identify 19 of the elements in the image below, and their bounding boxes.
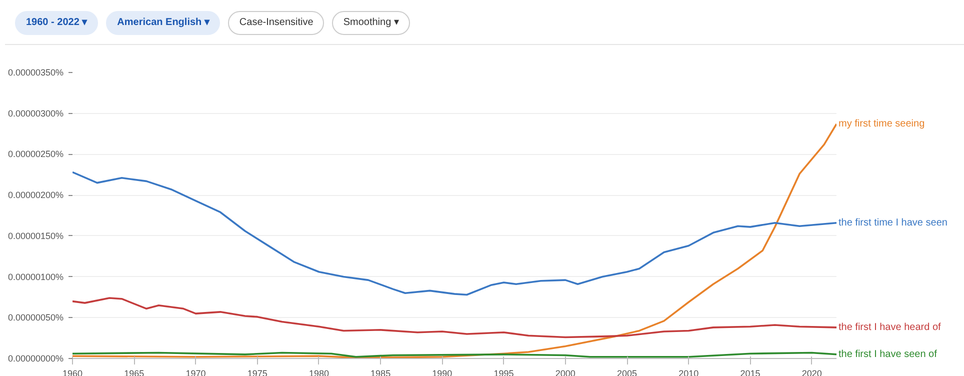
text: Case-Insensitive (228, 11, 324, 36)
series-label: the first I have heard of (838, 322, 941, 333)
y-tick-label: 0.00000100% (8, 272, 64, 282)
text: 1960 - 2022 ▾ (15, 11, 98, 36)
series-label: the first I have seen of (838, 348, 938, 360)
series-label: the first time I have seen (838, 217, 948, 228)
line-series (72, 171, 836, 296)
y-tick-label: 0.00000300% (8, 108, 64, 118)
line-series (72, 297, 836, 338)
y-tick-label: 0.00000350% (8, 68, 64, 78)
y-tick-label: 0.00000250% (8, 149, 64, 160)
y-tick-label: 0.00000050% (8, 312, 64, 323)
y-tick-label: 0.00000000% (8, 354, 64, 364)
line-series (72, 123, 836, 358)
series-label: my first time seeing (838, 118, 925, 130)
y-tick-label: 0.00000200% (8, 190, 64, 200)
text: Smoothing ▾ (332, 11, 410, 36)
text: American English ▾ (106, 11, 220, 36)
y-tick-label: 0.00000150% (8, 230, 64, 241)
